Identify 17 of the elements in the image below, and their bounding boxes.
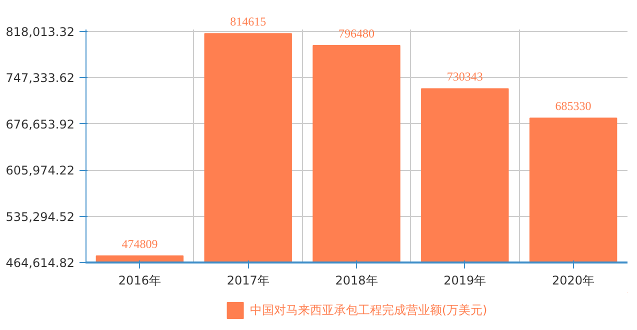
x-tick-label: 2017年 xyxy=(226,274,270,288)
data-label: 685330 xyxy=(555,99,592,114)
x-tick-label: 2019年 xyxy=(444,274,486,288)
data-label: 474809 xyxy=(122,236,158,251)
x-tick-label: 2016年 xyxy=(118,274,161,288)
y-tick-label: 464,614.82 xyxy=(6,256,75,270)
y-tick-label: 535,294.52 xyxy=(6,210,75,224)
data-label: 814615 xyxy=(230,14,266,29)
legend-label: 中国对马来西亚承包工程完成营业额(万美元) xyxy=(250,302,488,318)
data-label: 796480 xyxy=(338,26,374,41)
y-tick-label: 818,013.32 xyxy=(6,24,75,39)
y-tick-label: 747,333.62 xyxy=(6,71,75,86)
y-tick-label: 605,974.22 xyxy=(6,164,75,178)
x-tick-label: 2018年 xyxy=(335,274,378,288)
x-tick-label: 2020年 xyxy=(552,274,595,288)
data-label: 730343 xyxy=(446,70,483,84)
y-tick-label: 676,653.92 xyxy=(6,117,75,132)
